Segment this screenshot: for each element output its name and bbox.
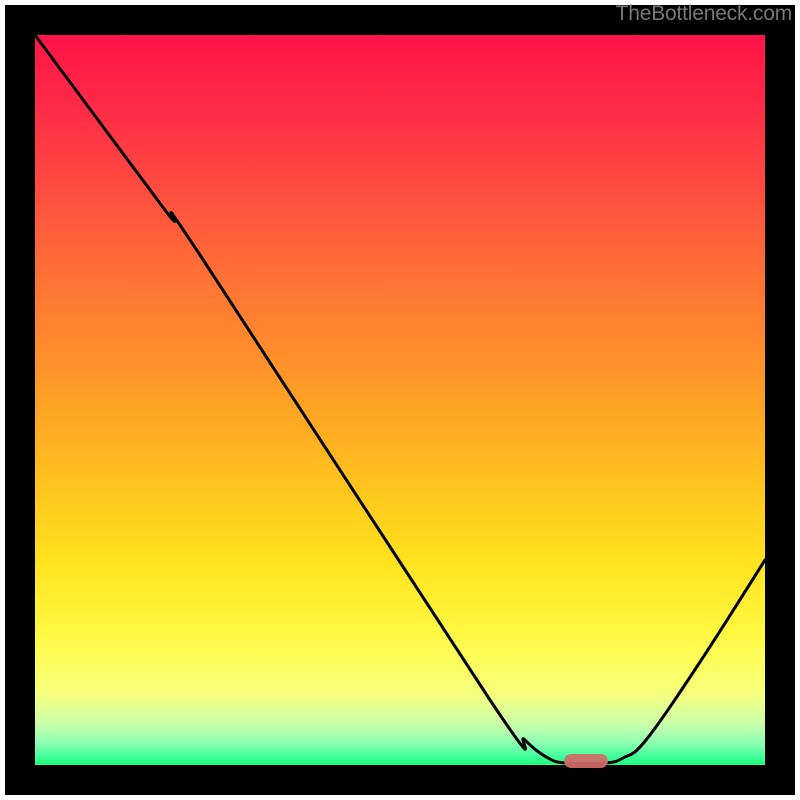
root-container: TheBottleneck.com xyxy=(0,0,800,800)
bottleneck-chart xyxy=(0,0,800,800)
attribution-text: TheBottleneck.com xyxy=(616,2,792,26)
plot-area xyxy=(35,35,765,765)
optimum-marker xyxy=(564,754,608,768)
